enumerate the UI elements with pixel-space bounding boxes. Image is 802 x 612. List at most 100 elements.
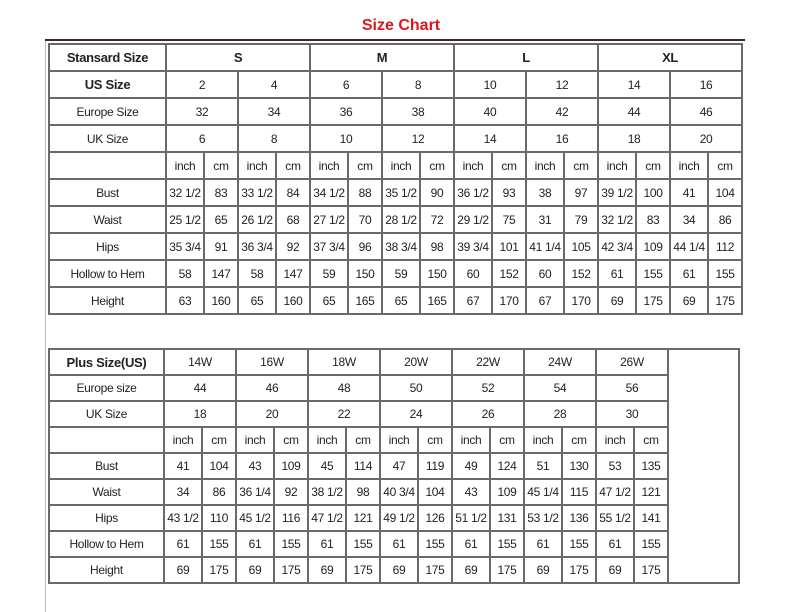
measure-value: 47 1/2: [595, 478, 635, 506]
measure-value: 53: [595, 452, 635, 480]
measure-label: Bust: [48, 452, 165, 480]
measure-value: 115: [561, 478, 597, 506]
size-group: M: [308, 43, 456, 72]
measure-value: 36 3/4: [237, 232, 277, 261]
unit-inch: inch: [525, 151, 566, 180]
measure-value: 150: [347, 259, 383, 288]
measure-value: 131: [489, 504, 525, 532]
unit-cm: cm: [203, 151, 239, 180]
unit-inch: inch: [235, 426, 275, 454]
measure-value: 170: [563, 286, 600, 315]
measure-value: 165: [418, 286, 456, 315]
measure-row: Waist 25 1/2 65 26 1/2 68 27 1/2 70 28 1/2 72 29 …: [48, 205, 744, 234]
plus-size: 16W: [235, 348, 309, 376]
unit-cm: cm: [707, 151, 744, 180]
measure-value: 104: [201, 452, 237, 480]
measure-value: 155: [633, 530, 669, 558]
measure-value: 69: [595, 556, 635, 584]
measure-value: 45 1/4: [523, 478, 563, 506]
measure-label: Hips: [48, 232, 167, 261]
measure-label: Bust: [48, 178, 167, 207]
measure-value: 32 1/2: [165, 178, 205, 207]
measure-value: 60: [453, 259, 494, 288]
measure-label: Height: [48, 556, 165, 584]
europe-size-row: Europe Size 32 34 36 38 40 42 44 46: [48, 97, 744, 126]
measure-value: 37 3/4: [309, 232, 349, 261]
size-value: 40: [453, 97, 528, 126]
measure-value: 63: [165, 286, 205, 315]
size-value: 32: [165, 97, 239, 126]
measure-value: 124: [489, 452, 525, 480]
plus-size: 20W: [379, 348, 453, 376]
measure-value: 104: [417, 478, 453, 506]
unit-cm: cm: [275, 151, 311, 180]
measure-row: Hips 43 1/2 110 45 1/2 116 47 1/2 121 49 1/2 126…: [48, 504, 739, 532]
unit-cm: cm: [633, 426, 669, 454]
measure-value: 83: [635, 205, 672, 234]
measure-value: 34 1/2: [309, 178, 349, 207]
measure-value: 175: [707, 286, 744, 315]
measure-value: 32 1/2: [597, 205, 638, 234]
measure-value: 41: [163, 452, 203, 480]
size-value: 46: [669, 97, 744, 126]
row-label: UK Size: [48, 124, 167, 153]
measure-value: 105: [563, 232, 600, 261]
size-value: 8: [237, 124, 311, 153]
measure-value: 61: [163, 530, 203, 558]
measure-value: 155: [201, 530, 237, 558]
unit-cm: cm: [418, 151, 456, 180]
measure-value: 70: [347, 205, 383, 234]
measure-value: 29 1/2: [453, 205, 494, 234]
size-value: 56: [595, 374, 669, 402]
measure-label: Hollow to Hem: [48, 259, 167, 288]
measure-value: 58: [165, 259, 205, 288]
measure-value: 121: [345, 504, 381, 532]
measure-value: 44 1/4: [669, 232, 710, 261]
measure-label: Hollow to Hem: [48, 530, 165, 558]
standard-size-table: Stansard Size S M L XL US Size 2 4 6 8 10 12 14 16 Eur…: [48, 43, 744, 315]
measure-value: 92: [275, 232, 311, 261]
plus-size: 22W: [451, 348, 525, 376]
row-label: UK Size: [48, 400, 165, 428]
measure-value: 109: [489, 478, 525, 506]
measure-value: 69: [523, 556, 563, 584]
measure-value: 175: [561, 556, 597, 584]
europe-size-row: Europe size 44 46 48 50 52 54 56: [48, 374, 739, 402]
measure-row: Hips 35 3/4 91 36 3/4 92 37 3/4 96 38 3/4 98 39 3…: [48, 232, 744, 261]
measure-value: 104: [707, 178, 744, 207]
measure-value: 65: [237, 286, 277, 315]
unit-inch: inch: [523, 426, 563, 454]
size-value: 26: [451, 400, 525, 428]
size-value: 46: [235, 374, 309, 402]
measure-value: 155: [561, 530, 597, 558]
size-value: 16: [669, 70, 744, 99]
measure-value: 130: [561, 452, 597, 480]
measure-value: 147: [275, 259, 311, 288]
measure-value: 43: [451, 478, 491, 506]
unit-cm: cm: [345, 426, 381, 454]
measure-value: 67: [453, 286, 494, 315]
row-label: Europe size: [48, 374, 165, 402]
measure-label: Waist: [48, 205, 167, 234]
measure-value: 26 1/2: [237, 205, 277, 234]
measure-value: 47 1/2: [307, 504, 347, 532]
size-value: 22: [307, 400, 381, 428]
measure-value: 61: [451, 530, 491, 558]
header-label: Stansard Size: [48, 43, 167, 72]
measure-value: 109: [635, 232, 672, 261]
measure-label: Hips: [48, 504, 165, 532]
size-value: 54: [523, 374, 597, 402]
measure-value: 59: [309, 259, 349, 288]
unit-cm: cm: [491, 151, 528, 180]
size-value: 38: [380, 97, 456, 126]
size-value: 14: [597, 70, 672, 99]
measure-value: 155: [635, 259, 672, 288]
unit-inch: inch: [595, 426, 635, 454]
measure-row: Hollow to Hem 61 155 61 155 61 155 61 155 61 155 61…: [48, 530, 739, 558]
measure-value: 84: [275, 178, 311, 207]
measure-row: Bust 32 1/2 83 33 1/2 84 34 1/2 88 35 1/2 90 36 1…: [48, 178, 744, 207]
size-value: 14: [453, 124, 528, 153]
measure-value: 155: [707, 259, 744, 288]
measure-value: 33 1/2: [237, 178, 277, 207]
measure-value: 152: [563, 259, 600, 288]
